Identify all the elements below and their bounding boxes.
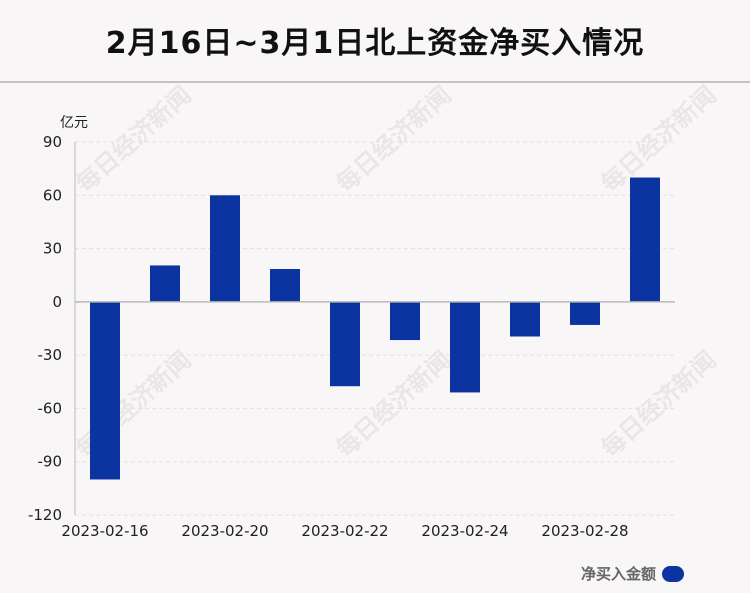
x-tick-label: 2023-02-22 <box>301 522 388 540</box>
bar-2023-02-22 <box>330 301 360 387</box>
title-divider <box>0 81 750 83</box>
bar-2023-02-24 <box>450 301 480 393</box>
bar-2023-02-21 <box>270 268 300 302</box>
bar-2023-02-16 <box>90 301 120 480</box>
bar-2023-02-17 <box>150 265 180 302</box>
legend: 净买入金额 <box>581 563 684 584</box>
y-tick-label: -30 <box>38 346 63 364</box>
bar-2023-03-01 <box>630 177 660 302</box>
x-tick-label: 2023-02-28 <box>541 522 628 540</box>
y-tick-label: 90 <box>43 133 62 151</box>
y-tick-label: -60 <box>38 399 63 417</box>
x-tick-label: 2023-02-20 <box>181 522 268 540</box>
y-tick-label: -120 <box>28 506 62 524</box>
y-tick-label: 60 <box>43 186 62 204</box>
bar-2023-02-23 <box>390 301 420 341</box>
y-axis-unit-label: 亿元 <box>60 115 88 131</box>
x-tick-label: 2023-02-16 <box>61 522 148 540</box>
y-tick-label: 30 <box>43 240 62 258</box>
legend-label: 净买入金额 <box>580 565 656 583</box>
legend-swatch <box>662 565 684 582</box>
bar-2023-02-28 <box>570 301 600 325</box>
chart-title: 2月16日~3月1日北上资金净买入情况 <box>105 26 645 61</box>
bar-2023-02-27 <box>510 301 540 337</box>
bar-2023-02-20 <box>210 195 240 302</box>
y-tick-label: 0 <box>52 293 62 311</box>
y-tick-label: -90 <box>38 453 63 471</box>
x-tick-label: 2023-02-24 <box>421 522 508 540</box>
